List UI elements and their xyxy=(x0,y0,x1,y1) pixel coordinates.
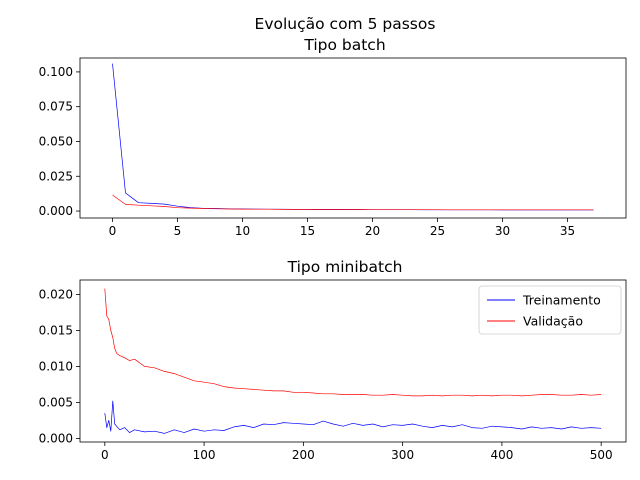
chart-batch-x-tick: 5 xyxy=(174,218,182,238)
chart-minibatch: Tipo minibatch 0 100 200 300 400 500 0.000 0.00… xyxy=(39,258,627,462)
chart-batch-y-tick: 0.000 xyxy=(39,204,80,218)
chart-batch-x-tick-label: 30 xyxy=(495,224,510,238)
chart-minibatch-x-tick-label: 100 xyxy=(193,448,216,462)
chart-minibatch-y-tick: 0.000 xyxy=(39,431,80,445)
chart-minibatch-legend: Treinamento Validação xyxy=(478,285,622,335)
chart-batch-x-tick-label: 15 xyxy=(300,224,315,238)
figure-suptitle: Evolução com 5 passos xyxy=(255,15,436,33)
chart-minibatch-legend-label: Treinamento xyxy=(522,293,601,308)
chart-minibatch-y-tick: 0.020 xyxy=(39,287,80,301)
chart-batch-x-tick: 25 xyxy=(430,218,445,238)
chart-batch-x-tick: 15 xyxy=(300,218,315,238)
chart-minibatch-y-tick-label: 0.015 xyxy=(39,323,73,337)
chart-batch-y-tick: 0.075 xyxy=(39,100,80,114)
chart-batch-y-tick-label: 0.000 xyxy=(39,204,73,218)
chart-batch-x-tick-label: 10 xyxy=(235,224,250,238)
chart-batch-x-tick-label: 35 xyxy=(560,224,575,238)
chart-minibatch-y-tick: 0.005 xyxy=(39,395,80,409)
chart-minibatch-legend-label: Validação xyxy=(523,314,583,329)
chart-batch: Tipo batch 0 5 10 15 20 25 30 35 0.000 0.025 0.050… xyxy=(39,36,627,238)
chart-minibatch-y-tick-label: 0.020 xyxy=(39,287,73,301)
chart-minibatch-plot-area xyxy=(79,279,627,443)
chart-minibatch-x-tick: 400 xyxy=(490,442,513,462)
chart-minibatch-x-tick-label: 500 xyxy=(590,448,613,462)
chart-minibatch-x-tick-label: 300 xyxy=(391,448,414,462)
chart-batch-x-tick-label: 5 xyxy=(174,224,182,238)
chart-batch-series-treinamento xyxy=(112,63,594,211)
chart-batch-y-tick: 0.100 xyxy=(39,65,80,79)
chart-minibatch-x-tick: 500 xyxy=(590,442,613,462)
chart-minibatch-x-tick: 300 xyxy=(391,442,414,462)
chart-batch-x-tick: 10 xyxy=(235,218,250,238)
chart-minibatch-y-tick-label: 0.005 xyxy=(39,395,73,409)
chart-batch-x-tick: 0 xyxy=(109,218,117,238)
chart-minibatch-y-tick: 0.015 xyxy=(39,323,80,337)
chart-batch-title: Tipo batch xyxy=(303,36,385,54)
chart-batch-y-tick: 0.025 xyxy=(39,169,80,183)
chart-minibatch-y-tick-label: 0.000 xyxy=(39,431,73,445)
chart-minibatch-x-tick: 200 xyxy=(292,442,315,462)
chart-batch-x-tick-label: 25 xyxy=(430,224,445,238)
chart-batch-series-validao xyxy=(112,194,594,211)
chart-batch-x-tick: 20 xyxy=(365,218,380,238)
chart-batch-y-tick-label: 0.025 xyxy=(39,169,73,183)
chart-batch-x-tick: 35 xyxy=(560,218,575,238)
chart-minibatch-x-tick: 0 xyxy=(101,442,109,462)
chart-batch-y-tick-label: 0.075 xyxy=(39,100,73,114)
chart-batch-plot-area xyxy=(79,57,627,219)
chart-minibatch-title: Tipo minibatch xyxy=(287,258,403,276)
chart-minibatch-y-tick: 0.010 xyxy=(39,359,80,373)
chart-batch-y-tick: 0.050 xyxy=(39,134,80,148)
chart-minibatch-x-tick-label: 400 xyxy=(490,448,513,462)
chart-batch-x-tick-label: 20 xyxy=(365,224,380,238)
chart-minibatch-series-treinamento xyxy=(104,400,602,434)
chart-minibatch-x-tick: 100 xyxy=(193,442,216,462)
chart-batch-x-tick-label: 0 xyxy=(109,224,117,238)
chart-minibatch-series-validao xyxy=(104,288,602,397)
chart-minibatch-y-tick-label: 0.010 xyxy=(39,359,73,373)
chart-batch-y-tick-label: 0.100 xyxy=(39,65,73,79)
chart-minibatch-x-tick-label: 0 xyxy=(101,448,109,462)
chart-minibatch-x-tick-label: 200 xyxy=(292,448,315,462)
chart-batch-y-tick-label: 0.050 xyxy=(39,134,73,148)
chart-batch-x-tick: 30 xyxy=(495,218,510,238)
